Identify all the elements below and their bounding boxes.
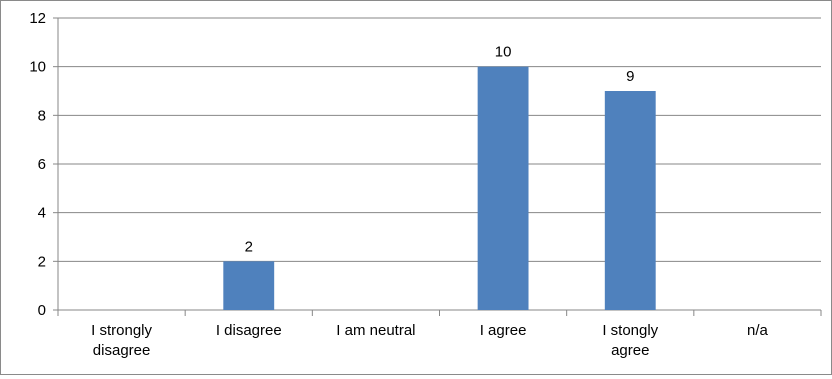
x-tick-label: n/a xyxy=(747,322,769,339)
y-tick-label: 4 xyxy=(38,205,46,222)
x-tick-label-line: I stongly xyxy=(602,322,658,339)
x-tick-label: I am neutral xyxy=(336,322,415,339)
y-tick-label: 0 xyxy=(38,302,46,319)
x-tick-label: I disagree xyxy=(216,322,282,339)
x-tick-label: I agree xyxy=(480,322,527,339)
x-tick-label-line: I agree xyxy=(480,322,527,339)
x-tick-label: I stongly agree xyxy=(602,322,658,359)
x-tick-label-line: agree xyxy=(611,342,649,359)
data-labels: 2 10 9 xyxy=(245,44,635,256)
y-axis: 0 2 4 6 8 10 12 xyxy=(29,10,59,319)
x-axis: I strongly disagree I disagree I am neutral… xyxy=(57,309,822,359)
x-tick-label-line: n/a xyxy=(747,322,769,339)
data-label: 9 xyxy=(626,68,634,85)
data-label: 2 xyxy=(245,238,253,255)
x-tick-label-line: I am neutral xyxy=(336,322,415,339)
x-tick-label: I strongly disagree xyxy=(91,322,152,359)
x-tick-label-line: disagree xyxy=(93,342,151,359)
y-tick-label: 6 xyxy=(38,156,46,173)
x-tick-label-line: I strongly xyxy=(91,322,152,339)
x-tick-label-line: I disagree xyxy=(216,322,282,339)
y-tick-label: 8 xyxy=(38,107,46,124)
bar xyxy=(477,66,529,311)
bars xyxy=(223,66,656,311)
bar xyxy=(223,261,275,310)
gridlines xyxy=(58,17,821,262)
y-tick-label: 2 xyxy=(38,253,46,270)
y-tick-label: 12 xyxy=(29,10,46,27)
y-tick-label: 10 xyxy=(29,59,46,76)
data-label: 10 xyxy=(495,44,512,61)
bar xyxy=(604,91,656,310)
